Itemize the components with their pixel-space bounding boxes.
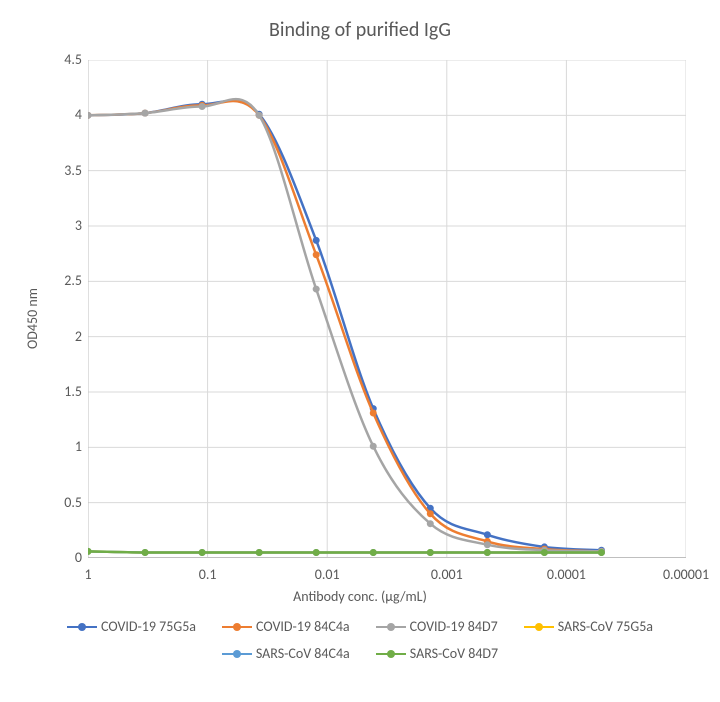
legend-swatch — [524, 621, 554, 633]
legend-item: COVID-19 84C4a — [222, 618, 350, 635]
legend-label: COVID-19 75G5a — [101, 618, 196, 635]
chart-title: Binding of purified IgG — [0, 18, 720, 42]
series-marker — [256, 112, 263, 119]
y-tick-label: 3.5 — [64, 162, 82, 179]
x-tick-label: 0.01 — [287, 566, 367, 583]
x-axis-label: Antibody conc. (µg/mL) — [0, 588, 720, 605]
series-marker — [427, 520, 434, 527]
y-tick-label: 0 — [75, 549, 82, 566]
x-tick-label: 0.0001 — [526, 566, 606, 583]
series-marker — [484, 549, 491, 556]
y-tick-label: 0.5 — [64, 494, 82, 511]
series-marker — [313, 286, 320, 293]
legend-swatch — [222, 621, 252, 633]
series-marker — [484, 541, 491, 548]
series-marker — [199, 549, 206, 556]
series-marker — [484, 531, 491, 538]
plot-area — [88, 60, 686, 558]
x-tick-label: 0.001 — [407, 566, 487, 583]
legend-item: SARS-CoV 84D7 — [376, 645, 498, 662]
series-marker — [370, 443, 377, 450]
legend-label: SARS-CoV 84C4a — [256, 645, 350, 662]
series-marker — [142, 110, 149, 117]
x-tick-label: 0.00001 — [646, 566, 720, 583]
legend-swatch — [376, 648, 406, 660]
x-tick-label: 1 — [48, 566, 128, 583]
legend-item: SARS-CoV 75G5a — [524, 618, 653, 635]
series-marker — [142, 549, 149, 556]
series-marker — [370, 549, 377, 556]
series-marker — [313, 549, 320, 556]
series-marker — [427, 549, 434, 556]
legend-swatch — [376, 621, 406, 633]
y-tick-label: 1.5 — [64, 383, 82, 400]
legend: COVID-19 75G5a COVID-19 84C4a COVID-19 84D… — [0, 618, 720, 662]
y-tick-label: 1 — [75, 438, 82, 455]
y-tick-label: 2 — [75, 328, 82, 345]
series-marker — [598, 549, 605, 556]
series-line — [88, 551, 601, 552]
series-marker — [199, 103, 206, 110]
legend-label: SARS-CoV 84D7 — [410, 645, 498, 662]
y-axis-label: OD450 nm — [24, 288, 41, 349]
x-tick-label: 0.1 — [168, 566, 248, 583]
y-tick-label: 4.5 — [64, 51, 82, 68]
series-marker — [313, 251, 320, 258]
series-marker — [370, 410, 377, 417]
series-marker — [541, 549, 548, 556]
legend-label: COVID-19 84C4a — [256, 618, 350, 635]
legend-item: SARS-CoV 84C4a — [222, 645, 350, 662]
series-marker — [313, 237, 320, 244]
y-tick-label: 3 — [75, 217, 82, 234]
series-marker — [427, 510, 434, 517]
y-tick-label: 2.5 — [64, 272, 82, 289]
legend-label: COVID-19 84D7 — [410, 618, 498, 635]
y-tick-label: 4 — [75, 106, 82, 123]
legend-item: COVID-19 75G5a — [67, 618, 196, 635]
legend-swatch — [67, 621, 97, 633]
legend-label: SARS-CoV 75G5a — [558, 618, 653, 635]
chart-container: Binding of purified IgG OD450 nm Antibod… — [0, 0, 720, 702]
legend-swatch — [222, 648, 252, 660]
legend-item: COVID-19 84D7 — [376, 618, 498, 635]
series-marker — [256, 549, 263, 556]
